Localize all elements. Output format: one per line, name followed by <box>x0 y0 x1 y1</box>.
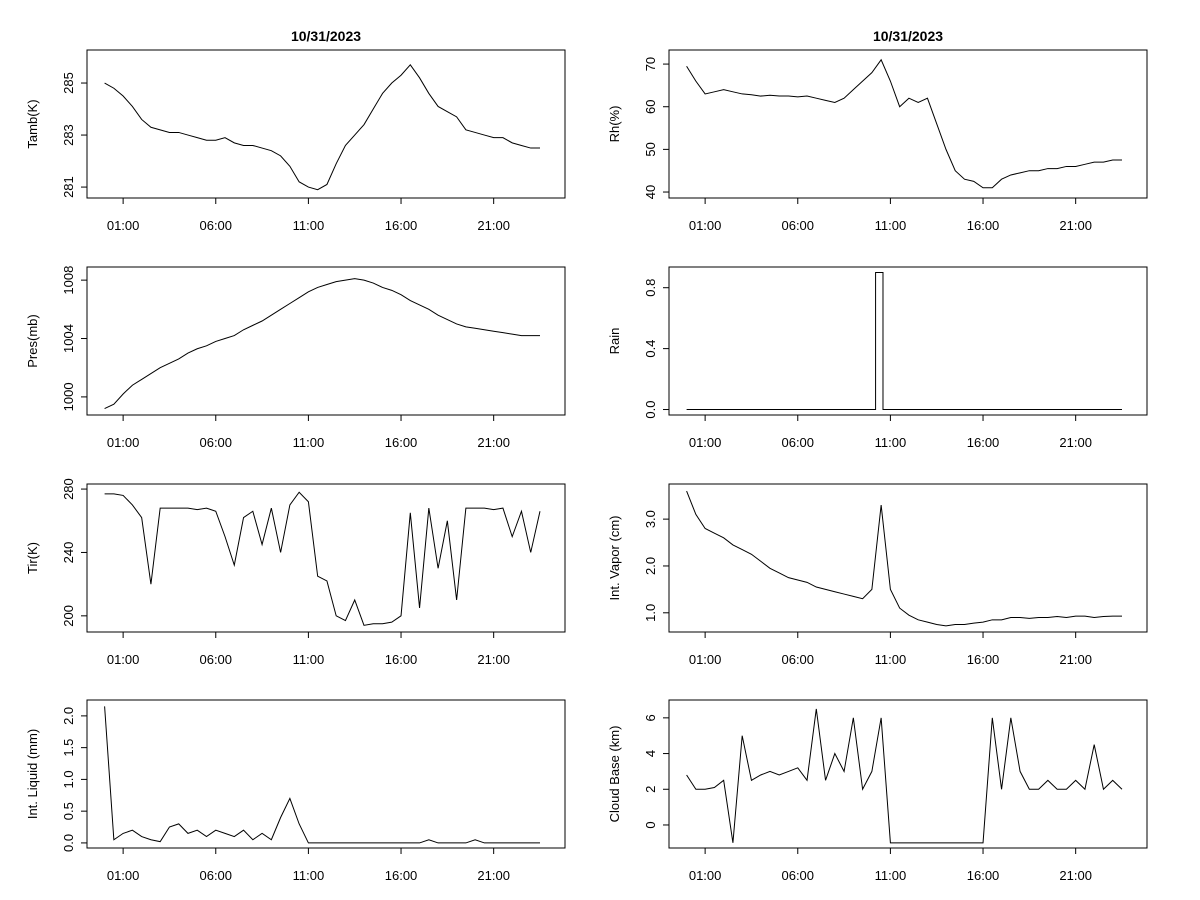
plot-frame <box>86 49 566 199</box>
x-tick-label: 21:00 <box>1059 218 1092 233</box>
x-tick-label: 11:00 <box>875 218 907 233</box>
y-tick-label: 0.5 <box>61 802 76 820</box>
y-tick-label: 280 <box>61 478 76 500</box>
y-axis-label: Int. Vapor (cm) <box>607 515 622 600</box>
y-tick-label: 40 <box>643 185 658 199</box>
y-axis-label: Int. Liquid (mm) <box>25 729 40 819</box>
y-tick-label: 4 <box>643 750 658 757</box>
y-tick-label: 0.8 <box>643 279 658 297</box>
x-tick-label: 11:00 <box>293 435 325 450</box>
x-tick-label: 16:00 <box>385 218 418 233</box>
x-tick-label: 01:00 <box>689 868 722 883</box>
x-tick-label: 01:00 <box>107 218 140 233</box>
x-tick-label: 21:00 <box>477 868 510 883</box>
y-tick-label: 1004 <box>61 324 76 353</box>
x-tick-label: 06:00 <box>199 652 232 667</box>
x-tick-label: 01:00 <box>689 218 722 233</box>
y-axis-label: Rain <box>607 328 622 355</box>
x-tick-label: 16:00 <box>967 652 1000 667</box>
x-tick-label: 16:00 <box>385 652 418 667</box>
y-tick-label: 285 <box>61 72 76 94</box>
x-tick-label: 06:00 <box>781 218 814 233</box>
x-tick-label: 01:00 <box>107 652 140 667</box>
y-tick-label: 3.0 <box>643 510 658 528</box>
x-tick-label: 01:00 <box>689 652 722 667</box>
x-tick-label: 06:00 <box>781 435 814 450</box>
x-tick-label: 01:00 <box>689 435 722 450</box>
data-line <box>686 271 1122 411</box>
y-tick-label: 0.4 <box>643 340 658 358</box>
data-line <box>686 708 1123 844</box>
x-tick-label: 01:00 <box>107 868 140 883</box>
y-axis-label: Tamb(K) <box>25 99 40 148</box>
plot-frame <box>86 483 566 633</box>
y-tick-label: 2 <box>643 786 658 793</box>
plot-frame <box>668 699 1148 849</box>
data-line <box>104 64 540 191</box>
y-tick-label: 1.5 <box>61 739 76 757</box>
y-tick-label: 200 <box>61 605 76 627</box>
x-tick-label: 21:00 <box>1059 652 1092 667</box>
x-tick-label: 06:00 <box>781 868 814 883</box>
x-tick-label: 11:00 <box>875 435 907 450</box>
plot-frame <box>86 266 566 416</box>
chart-title: 10/31/2023 <box>291 28 361 44</box>
y-tick-label: 60 <box>643 99 658 113</box>
x-tick-label: 16:00 <box>967 868 1000 883</box>
y-tick-label: 1.0 <box>61 770 76 788</box>
y-tick-label: 1000 <box>61 382 76 411</box>
y-tick-label: 50 <box>643 142 658 156</box>
x-tick-label: 16:00 <box>967 218 1000 233</box>
data-line <box>104 278 540 410</box>
x-tick-label: 11:00 <box>293 868 325 883</box>
y-tick-label: 1.0 <box>643 604 658 622</box>
x-tick-label: 01:00 <box>107 435 140 450</box>
y-tick-label: 1008 <box>61 266 76 295</box>
data-line <box>104 706 540 844</box>
x-tick-label: 16:00 <box>385 435 418 450</box>
x-tick-label: 06:00 <box>199 218 232 233</box>
y-tick-label: 2.0 <box>643 557 658 575</box>
x-tick-label: 06:00 <box>199 868 232 883</box>
chart-title: 10/31/2023 <box>873 28 943 44</box>
x-tick-label: 21:00 <box>477 218 510 233</box>
x-tick-label: 16:00 <box>385 868 418 883</box>
x-tick-label: 06:00 <box>781 652 814 667</box>
y-axis-label: Pres(mb) <box>25 314 40 367</box>
x-tick-label: 16:00 <box>967 435 1000 450</box>
x-tick-label: 11:00 <box>875 652 907 667</box>
y-tick-label: 2.0 <box>61 707 76 725</box>
y-axis-label: Tir(K) <box>25 542 40 574</box>
y-tick-label: 281 <box>61 176 76 198</box>
data-line <box>686 58 1122 189</box>
y-tick-label: 6 <box>643 714 658 721</box>
y-tick-label: 0 <box>643 821 658 828</box>
plot-frame <box>668 483 1148 633</box>
y-tick-label: 240 <box>61 542 76 564</box>
x-tick-label: 11:00 <box>293 218 325 233</box>
plot-frame <box>86 699 566 849</box>
plot-frame <box>668 49 1148 199</box>
y-tick-label: 0.0 <box>61 834 76 852</box>
x-tick-label: 11:00 <box>875 868 907 883</box>
y-tick-label: 283 <box>61 124 76 146</box>
x-tick-label: 21:00 <box>477 652 510 667</box>
y-axis-label: Rh(%) <box>607 106 622 143</box>
plot-frame <box>668 266 1148 416</box>
x-tick-label: 21:00 <box>1059 435 1092 450</box>
y-tick-label: 70 <box>643 57 658 71</box>
data-line <box>686 490 1122 627</box>
x-tick-label: 06:00 <box>199 435 232 450</box>
y-tick-label: 0.0 <box>643 400 658 418</box>
x-tick-label: 21:00 <box>477 435 510 450</box>
x-tick-label: 21:00 <box>1059 868 1092 883</box>
y-axis-label: Cloud Base (km) <box>607 726 622 823</box>
x-tick-label: 11:00 <box>293 652 325 667</box>
data-line <box>104 491 541 626</box>
